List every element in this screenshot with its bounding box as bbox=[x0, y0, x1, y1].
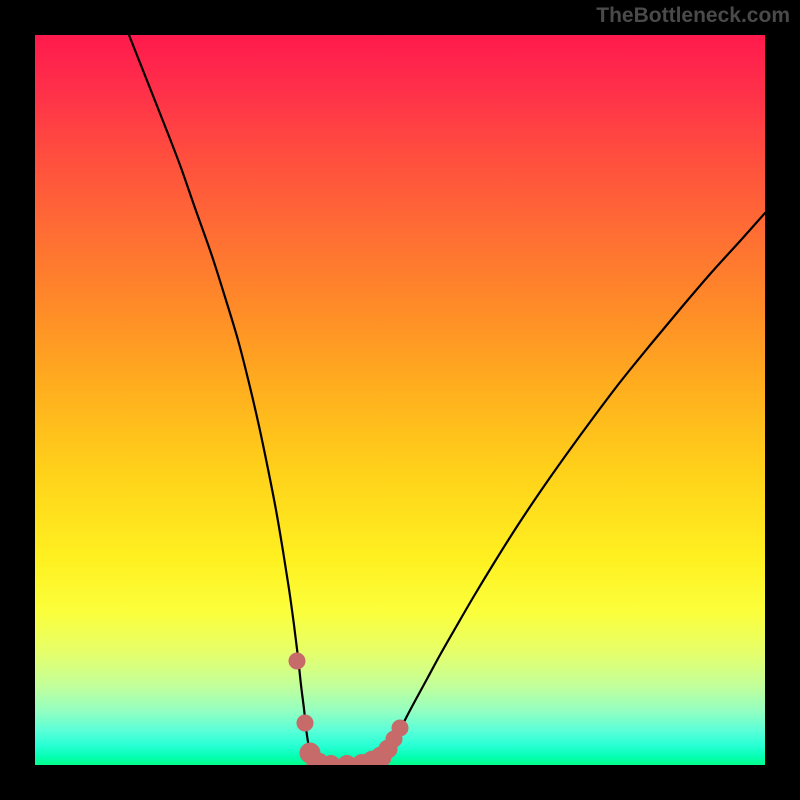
plot-area bbox=[35, 35, 765, 765]
watermark-label: TheBottleneck.com bbox=[596, 4, 790, 28]
marker-point bbox=[289, 653, 305, 669]
marker-point bbox=[297, 715, 313, 731]
chart-svg bbox=[35, 35, 765, 765]
markers-group bbox=[289, 653, 408, 765]
curve-group bbox=[129, 35, 765, 765]
marker-point bbox=[392, 720, 408, 736]
bottleneck-curve bbox=[129, 35, 765, 765]
